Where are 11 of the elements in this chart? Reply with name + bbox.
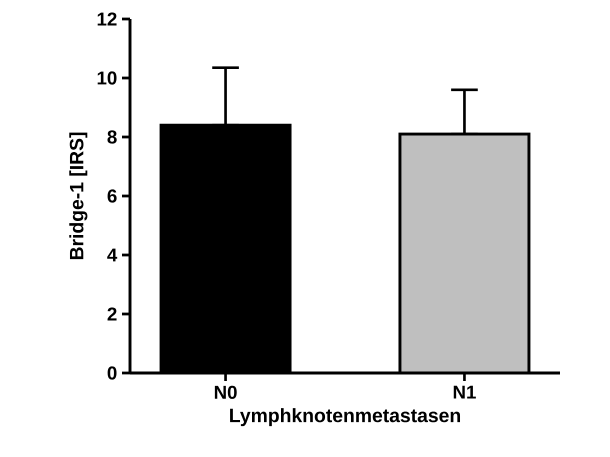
y-tick-label: 8: [107, 130, 117, 144]
y-tick-label: 0: [108, 366, 117, 380]
y-tick-label: 10: [98, 71, 117, 85]
y-tick-label: 6: [108, 189, 117, 203]
x-tick-label: N1: [454, 386, 476, 399]
y-tick-label: 4: [107, 248, 118, 262]
y-tick-label: 2: [108, 307, 117, 321]
y-axis-title: Bridge-1 [IRS]: [69, 132, 88, 260]
x-axis-title: Lymphknotenmetastasen: [230, 408, 460, 426]
x-tick-label: N0: [214, 386, 237, 399]
y-tick-label: 12: [98, 12, 117, 26]
